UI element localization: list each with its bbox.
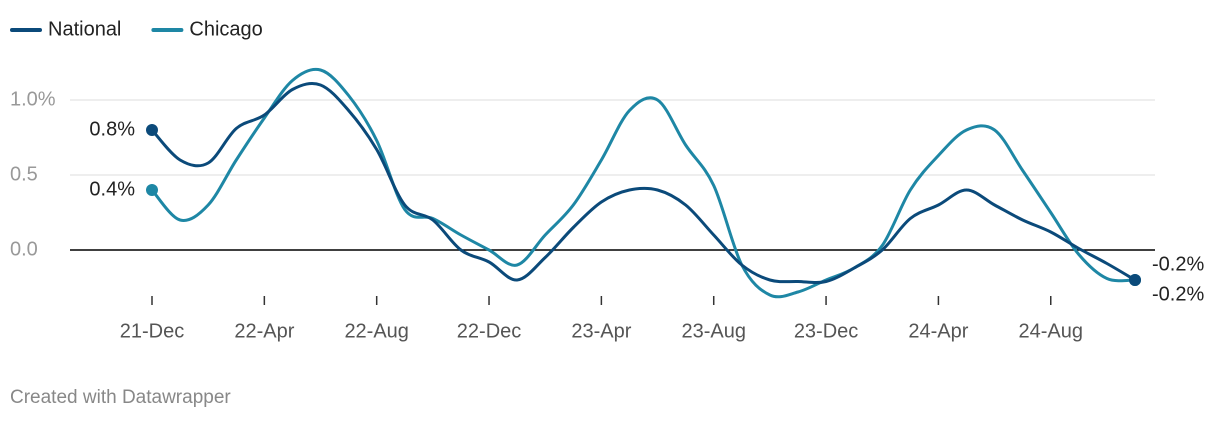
x-tick-label: 22-Apr — [234, 320, 294, 342]
x-tick-label: 22-Aug — [344, 320, 409, 342]
data-label: 0.4% — [89, 178, 135, 200]
x-tick-label: 23-Apr — [571, 320, 631, 342]
series-line — [150, 82, 1136, 285]
data-label: -0.2% — [1152, 253, 1204, 275]
y-tick-label: 1.0% — [10, 88, 56, 110]
data-label: 0.8% — [89, 118, 135, 140]
x-tick-label: 21-Dec — [120, 320, 184, 342]
data-label: -0.2% — [1152, 283, 1204, 305]
x-tick-label: 24-Aug — [1019, 320, 1084, 342]
credit: Created with Datawrapper — [10, 387, 231, 408]
y-tick-label: 0.0 — [10, 238, 38, 260]
end-dot — [1129, 274, 1142, 286]
series-line — [150, 67, 1136, 299]
end-dot — [146, 184, 158, 196]
x-tick-label: 23-Dec — [794, 320, 858, 342]
y-tick-label: 0.5 — [10, 163, 38, 185]
x-tick-label: 24-Apr — [908, 320, 968, 342]
x-tick-label: 23-Aug — [681, 320, 746, 342]
end-dot — [146, 124, 158, 136]
legend-label: National — [48, 18, 121, 40]
x-tick-label: 22-Dec — [457, 320, 521, 342]
legend-label: Chicago — [189, 18, 262, 40]
